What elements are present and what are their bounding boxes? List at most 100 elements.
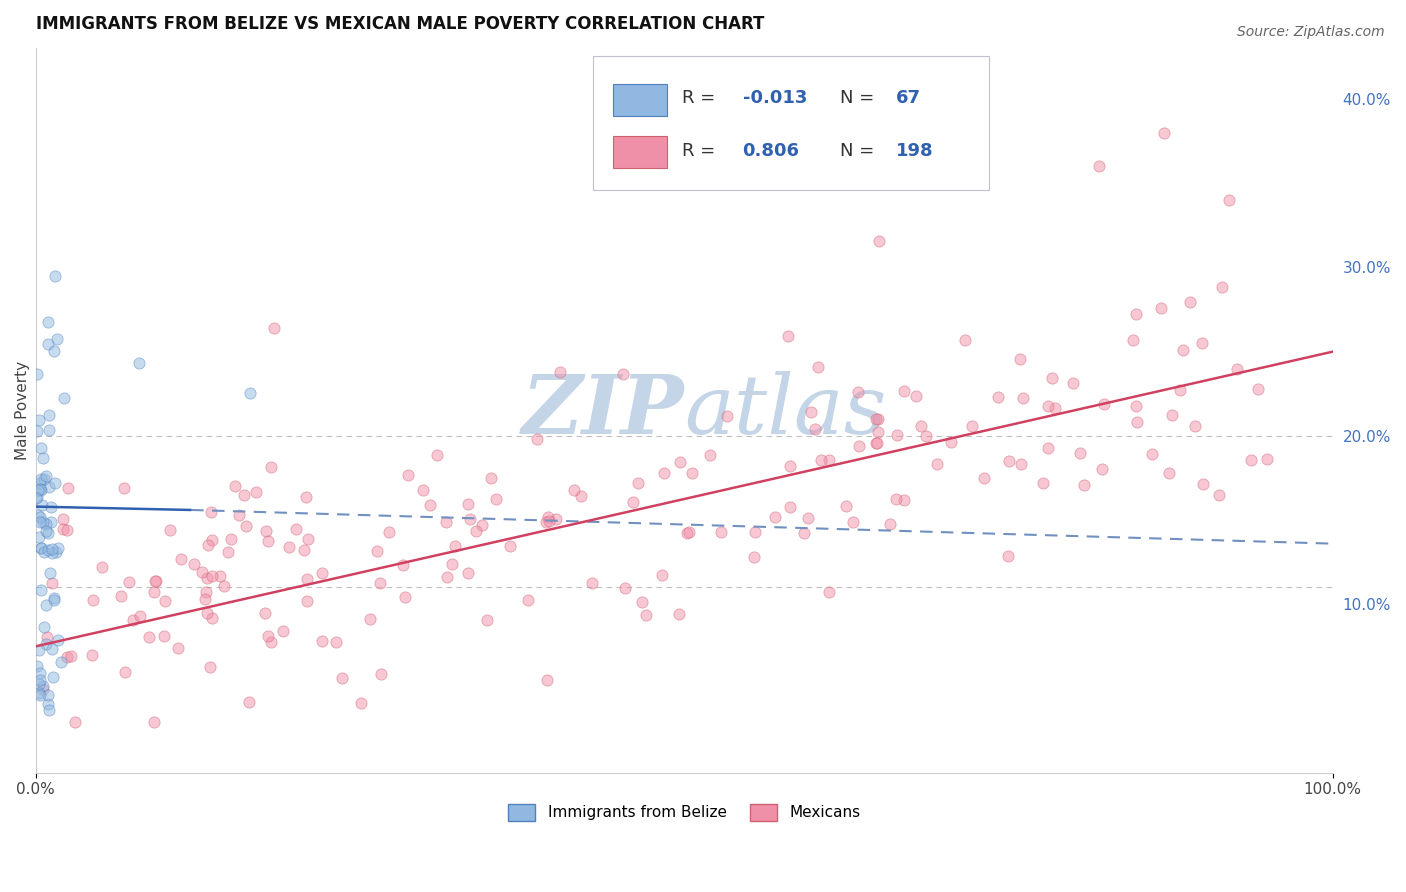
Point: [34, 471, 56, 485]
Point: [170, 552, 193, 566]
Point: [46, 541, 69, 555]
Point: [30, 483, 52, 497]
Point: [90, 560, 112, 574]
Point: [1062, 376, 1084, 391]
Point: [35, 524, 58, 538]
Point: [546, 512, 568, 526]
Text: 67: 67: [896, 89, 921, 107]
Point: [868, 234, 890, 248]
Point: [201, 569, 224, 583]
Point: [548, 365, 571, 379]
Point: [1191, 336, 1213, 351]
Point: [28, 482, 51, 496]
Text: R =: R =: [682, 89, 720, 107]
Point: [426, 448, 449, 462]
Point: [41, 576, 63, 591]
Point: [458, 511, 481, 525]
Point: [39, 516, 62, 530]
Point: [194, 591, 217, 606]
Text: N =: N =: [839, 142, 880, 160]
Point: [41, 546, 63, 560]
Point: [30, 583, 52, 598]
Point: [1043, 401, 1066, 415]
Point: [37, 315, 59, 329]
Point: [886, 428, 908, 442]
FancyBboxPatch shape: [613, 84, 668, 116]
Point: [37, 697, 59, 711]
Point: [915, 429, 938, 443]
Point: [28, 476, 51, 491]
Point: [1168, 384, 1191, 398]
Point: [46, 632, 69, 647]
Point: [797, 510, 820, 524]
Point: [807, 359, 830, 374]
Point: [818, 453, 841, 467]
Point: [228, 508, 250, 522]
Point: [28, 677, 51, 691]
Point: [1256, 451, 1278, 466]
Point: [82, 648, 104, 662]
Point: [669, 455, 692, 469]
Point: [30, 441, 52, 455]
Point: [581, 576, 603, 591]
Point: [960, 418, 983, 433]
Point: [28, 510, 51, 524]
Point: [627, 475, 650, 490]
Point: [534, 515, 557, 529]
Point: [678, 524, 700, 539]
Point: [42, 593, 65, 607]
Point: [325, 635, 347, 649]
Point: [37, 688, 59, 702]
Point: [1040, 371, 1063, 385]
Point: [803, 422, 825, 436]
Point: [44, 475, 66, 490]
Point: [35, 637, 58, 651]
Point: [110, 589, 132, 603]
Point: [526, 432, 548, 446]
Point: [200, 610, 222, 624]
Point: [42, 591, 65, 606]
Point: [257, 534, 280, 549]
Point: [32, 451, 55, 466]
Point: [457, 566, 479, 580]
Point: [1226, 361, 1249, 376]
Point: [260, 460, 283, 475]
Point: [1036, 399, 1059, 413]
Point: [271, 624, 294, 638]
Point: [1160, 408, 1182, 422]
Point: [38, 423, 60, 437]
Text: Source: ZipAtlas.com: Source: ZipAtlas.com: [1237, 25, 1385, 39]
Legend: Immigrants from Belize, Mexicans: Immigrants from Belize, Mexicans: [502, 797, 866, 827]
Point: [63, 715, 86, 730]
Point: [30, 515, 52, 529]
Point: [1012, 391, 1035, 405]
Point: [112, 481, 135, 495]
Point: [25, 659, 48, 673]
Point: [153, 629, 176, 643]
Point: [292, 543, 315, 558]
Point: [38, 703, 60, 717]
Point: [82, 593, 104, 607]
Point: [295, 572, 318, 586]
Text: IMMIGRANTS FROM BELIZE VS MEXICAN MALE POVERTY CORRELATION CHART: IMMIGRANTS FROM BELIZE VS MEXICAN MALE P…: [35, 15, 763, 33]
Point: [1211, 279, 1233, 293]
Point: [810, 453, 832, 467]
Point: [295, 491, 318, 505]
Point: [121, 613, 143, 627]
Point: [59, 649, 82, 664]
Point: [779, 500, 801, 515]
Point: [190, 565, 212, 579]
Point: [52, 522, 75, 536]
Point: [254, 524, 277, 539]
Point: [359, 612, 381, 626]
Point: [37, 525, 59, 540]
Point: [744, 524, 766, 539]
Point: [835, 500, 858, 514]
Point: [485, 492, 508, 507]
Point: [793, 526, 815, 541]
Point: [55, 524, 77, 538]
Point: [479, 471, 502, 485]
Point: [569, 489, 592, 503]
Point: [197, 570, 219, 584]
Point: [32, 681, 55, 696]
